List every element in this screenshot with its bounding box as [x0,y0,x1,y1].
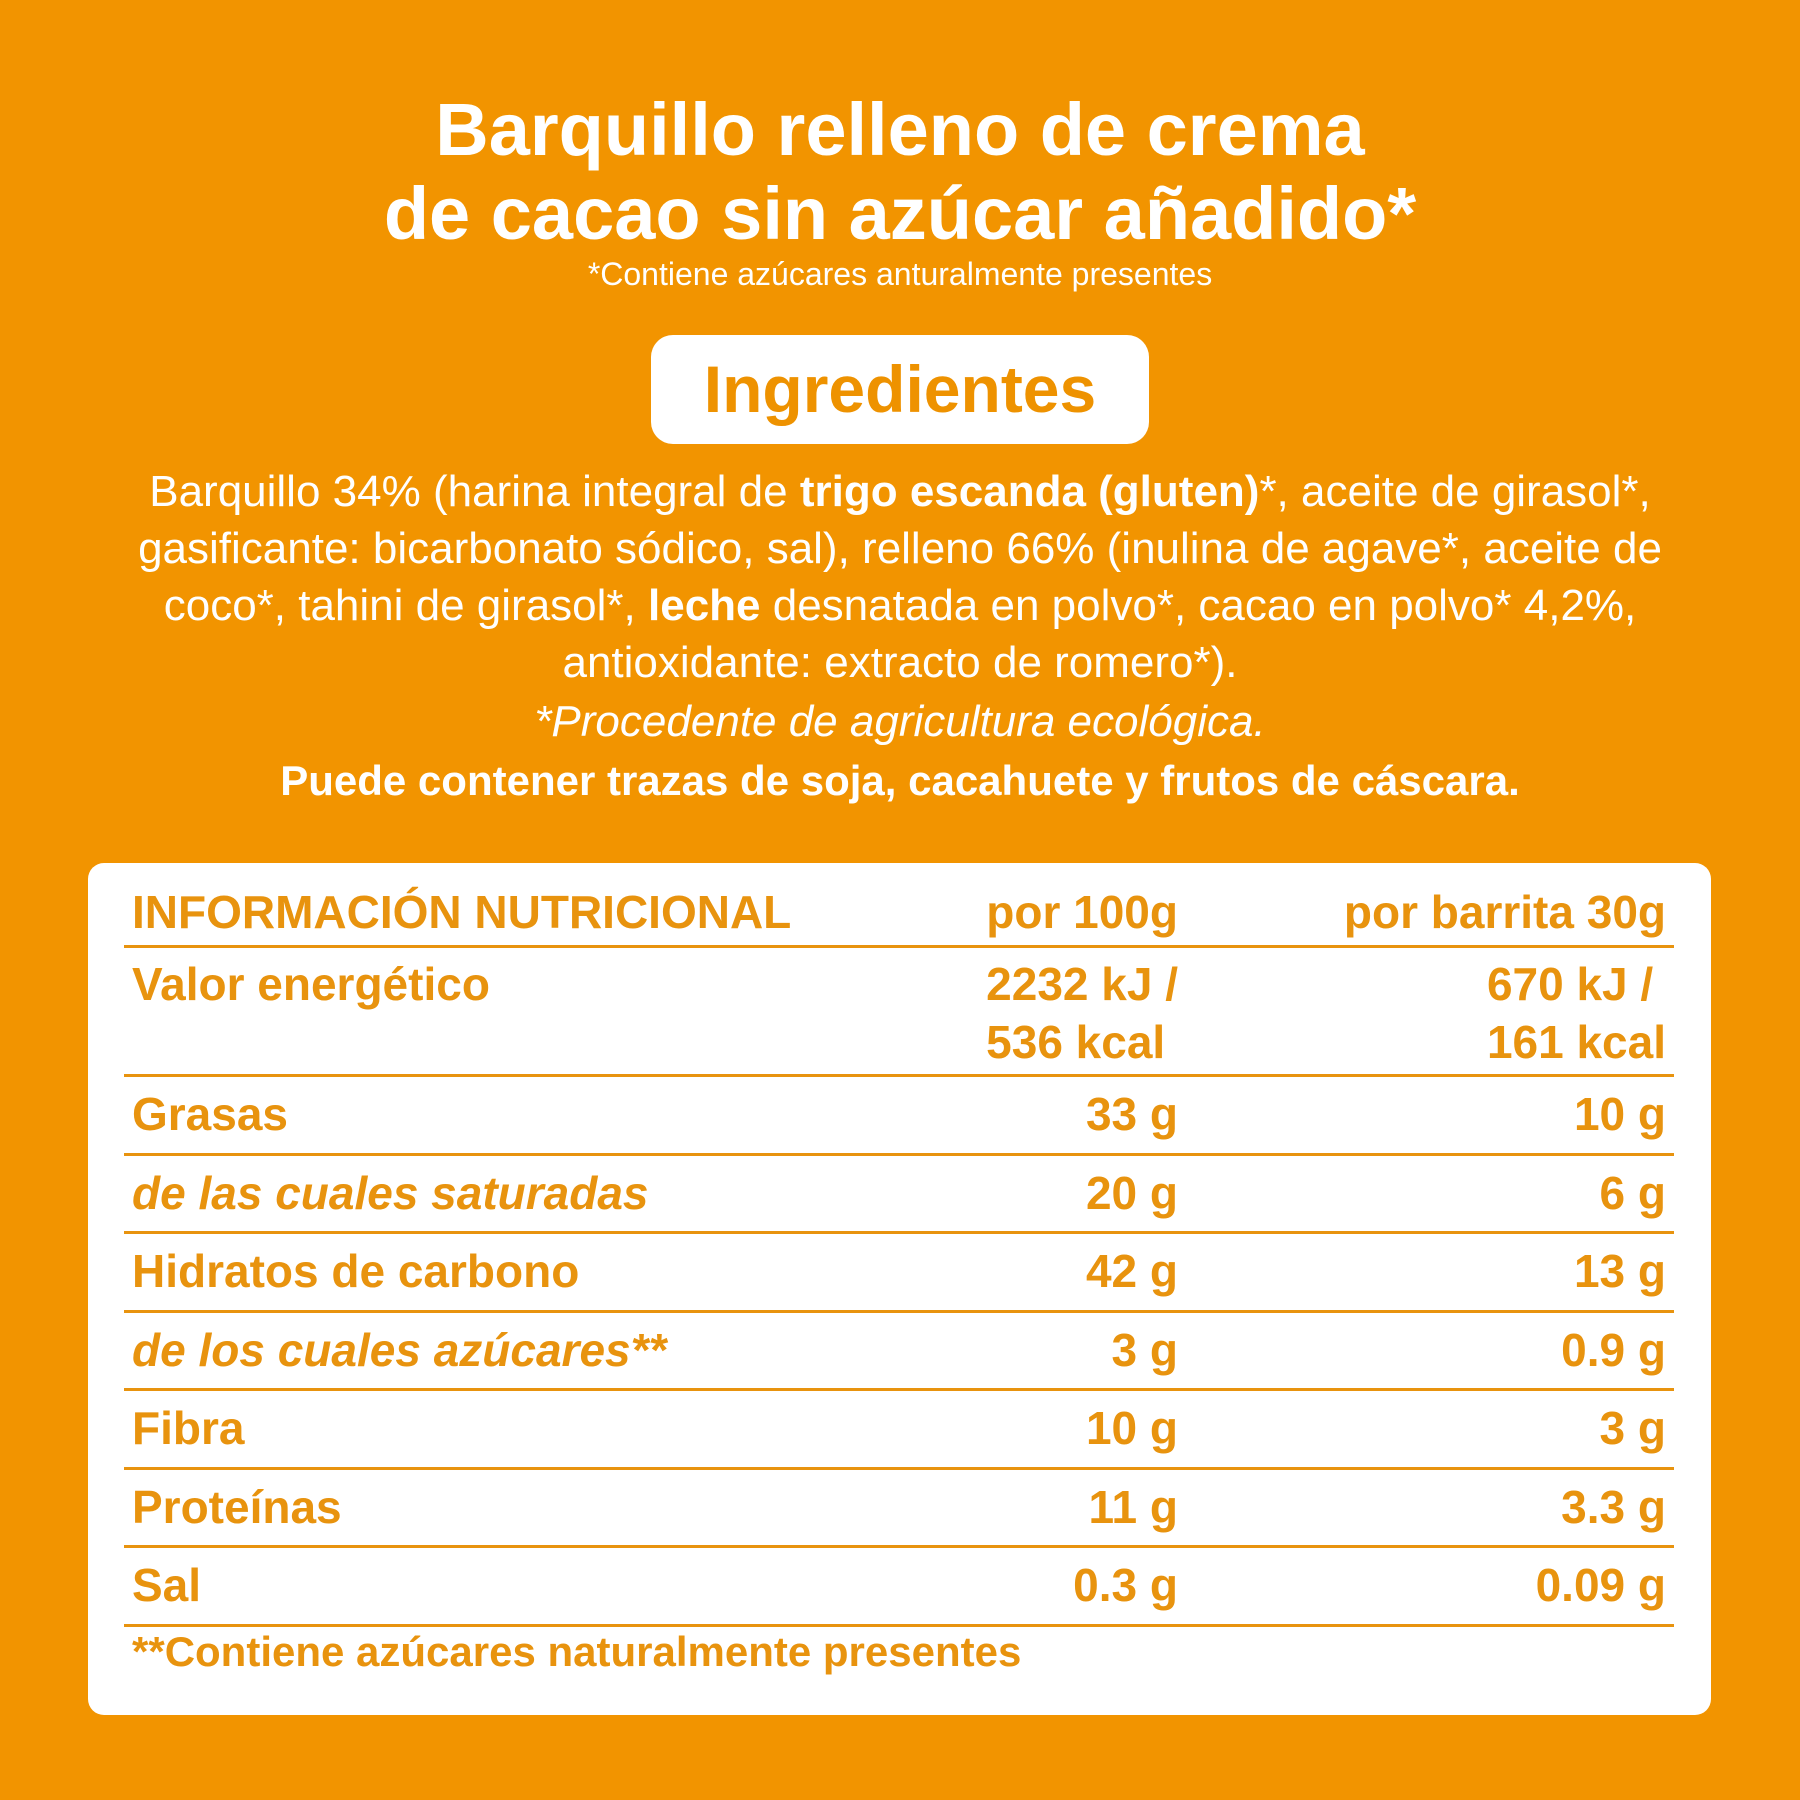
per-100g: 2232 kJ / 536 kcal [986,955,1178,1071]
row-label: Hidratos de carbono [132,1245,580,1297]
per-bar: 0.9 g [1561,1321,1666,1379]
value-line: 0.09 g [1535,1559,1666,1611]
value-line: 670 kJ / [1486,958,1654,1010]
value-line: 20 g [1085,1167,1178,1219]
ingredient-segment: desnatada en polvo*, cacao en polvo* 4,2… [562,581,1637,687]
ingredient-segment: Barquillo 34% (harina integral de [149,467,800,516]
per-100g: 3 g [1112,1321,1178,1379]
per-bar: 0.09 g [1536,1556,1666,1614]
table-row: de las cuales saturadas 20 g 6 g [124,1156,1674,1234]
ingredient-segment: *, aceite de girasol*, gasificante: bica… [138,467,1662,630]
per-100g: 11 g [1088,1478,1178,1536]
value-line: 0.9 g [1561,1324,1666,1376]
row-label: de los cuales azúcares** [132,1324,667,1376]
row-label: Sal [132,1559,202,1611]
per-bar: 670 kJ / 161 kcal [1487,955,1666,1071]
origin-note: *Procedente de agricultura ecológica. [534,697,1266,746]
title-note: *Contiene azúcares anturalmente presente… [587,256,1213,292]
per-bar: 3 g [1600,1399,1666,1457]
per-100g: 10 g [1086,1399,1178,1457]
table-row: Fibra 10 g 3 g [124,1391,1674,1470]
value-line: 536 kcal [986,1016,1166,1068]
per-bar: 10 g [1574,1085,1666,1143]
value-line: 0.3 g [1073,1559,1178,1611]
table-row: Proteínas 11 g 3.3 g [124,1470,1674,1548]
value-line: 3.3 g [1561,1481,1666,1533]
table-row: Grasas 33 g 10 g [124,1077,1674,1156]
per-100g: 42 g [1086,1242,1178,1300]
ingredients-text: Barquillo 34% (harina integral de trigo … [128,463,1672,691]
row-label: Proteínas [132,1481,342,1533]
row-label: Valor energético [132,958,490,1010]
value-line: 3 g [1599,1402,1666,1454]
table-row: Hidratos de carbono 42 g 13 g [124,1234,1674,1313]
per-100g: 33 g [1086,1085,1178,1143]
value-line: 11 g [1088,1481,1178,1533]
row-label: Grasas [132,1088,289,1140]
per-bar: 6 g [1600,1164,1666,1222]
table-row: Sal 0.3 g 0.09 g [124,1548,1674,1627]
table-row: de los cuales azúcares** 3 g 0.9 g [124,1313,1674,1391]
value-line: 10 g [1085,1402,1178,1454]
table-row: Valor energético 2232 kJ / 536 kcal 670 kJ … [124,947,1674,1077]
value-line: 13 g [1573,1245,1666,1297]
value-line: 10 g [1573,1088,1666,1140]
title-line: de cacao sin azúcar añadido* [383,172,1417,255]
ingredient-segment: leche [648,581,761,630]
value-line: 42 g [1085,1245,1178,1297]
row-label: Fibra [132,1402,245,1454]
table-header-row: INFORMACIÓN NUTRICIONAL por 100g por barri… [124,875,1674,948]
value-line: 6 g [1599,1167,1666,1219]
title: Barquillo relleno de crema de cacao sin … [0,88,1800,256]
per-100g: 0.3 g [1073,1556,1178,1614]
table-header-cell: por barrita 30g [1343,886,1666,938]
ingredient-segment: trigo escanda (gluten) [799,467,1260,516]
per-bar: 13 g [1574,1242,1666,1300]
per-bar: 3.3 g [1561,1478,1666,1536]
title-line: Barquillo relleno de crema [435,88,1365,171]
row-label: de las cuales saturadas [132,1167,649,1219]
value-line: 3 g [1111,1324,1178,1376]
value-line: 33 g [1085,1088,1178,1140]
nutrition-card: **Contiene azúcares naturalmente present… [88,863,1711,1715]
table-header-cell: INFORMACIÓN NUTRICIONAL [132,886,792,938]
table-footnote: **Contiene azúcares naturalmente present… [132,1628,1022,1675]
per-100g: 20 g [1086,1164,1178,1222]
table-header-cell: por 100g [986,886,1178,938]
value-line: 2232 kJ / [986,958,1178,1010]
allergen-note: Puede contener trazas de soja, cacahuete… [280,757,1520,804]
value-line: 161 kcal [1486,1016,1666,1068]
ingredients-heading: Ingredientes [651,335,1149,444]
